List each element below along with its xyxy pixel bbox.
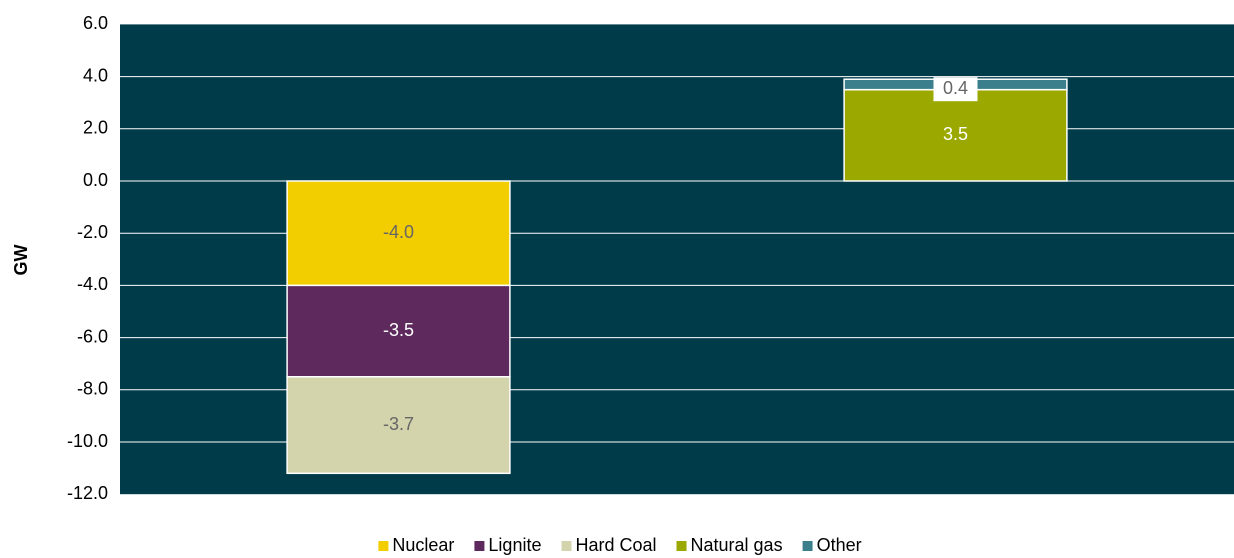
legend-swatch [474, 541, 485, 551]
bar-segment [286, 180, 511, 287]
y-tick-label: 4.0 [83, 65, 108, 85]
y-tick-label: -4.0 [77, 274, 108, 294]
data-label: -4.0 [383, 222, 414, 242]
data-label-box [933, 77, 978, 102]
y-axis-label: GW [11, 244, 31, 275]
legend-swatch [561, 541, 572, 551]
legend-swatch [378, 541, 389, 551]
legend-label: Other [817, 535, 862, 555]
data-label: 3.5 [943, 124, 968, 144]
legend-label: Hard Coal [575, 535, 656, 555]
data-label: -3.5 [383, 320, 414, 340]
y-tick-label: 6.0 [83, 13, 108, 33]
y-tick-label: -8.0 [77, 379, 108, 399]
legend-swatch [676, 541, 687, 551]
y-tick-label: -10.0 [67, 431, 108, 451]
bar-segment [843, 88, 1068, 182]
legend-label: Natural gas [691, 535, 783, 555]
legend-label: Lignite [488, 535, 541, 555]
y-tick-label: 0.0 [83, 170, 108, 190]
data-label: 0.4 [943, 78, 968, 98]
legend: Nuclear Lignite Hard Coal Natural gas Other [378, 535, 862, 555]
y-tick-label: -2.0 [77, 222, 108, 242]
y-tick-label: -6.0 [77, 326, 108, 346]
y-tick-label: -12.0 [67, 483, 108, 503]
data-label: -3.7 [383, 414, 414, 434]
bar-segment [286, 376, 511, 475]
legend-swatch [802, 541, 813, 551]
y-tick-label: 2.0 [83, 118, 108, 138]
bar-segment [286, 284, 511, 378]
legend-label: Nuclear [392, 535, 454, 555]
